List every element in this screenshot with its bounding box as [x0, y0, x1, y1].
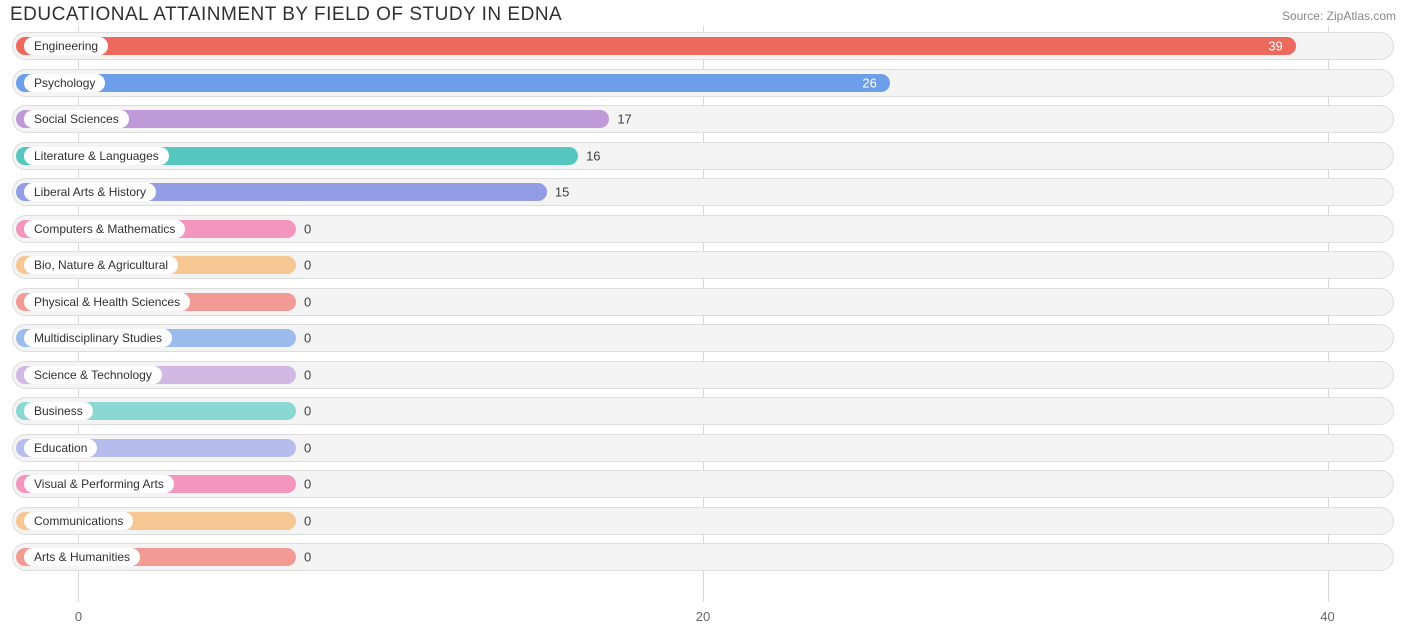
bar-category-label: Liberal Arts & History [24, 183, 156, 201]
bar-category-label: Multidisciplinary Studies [24, 329, 172, 347]
chart-title: EDUCATIONAL ATTAINMENT BY FIELD OF STUDY… [10, 4, 562, 26]
bar-value-label: 0 [304, 294, 311, 309]
bar-value-label: 0 [304, 513, 311, 528]
bar-value-label: 0 [304, 477, 311, 492]
bar-category-label: Business [24, 402, 93, 420]
bar-value-label: 15 [555, 185, 569, 200]
bar-category-label: Communications [24, 512, 133, 530]
bar [16, 74, 890, 92]
bar-category-label: Physical & Health Sciences [24, 293, 190, 311]
chart-area: 0 20 40 Engineering 39 Psychology 26 Social Sci… [0, 26, 1406, 628]
bar-value-label: 26 [862, 75, 876, 90]
bar-category-label: Computers & Mathematics [24, 220, 185, 238]
x-axis-tick-label: 0 [75, 609, 82, 624]
bar-category-label: Social Sciences [24, 110, 129, 128]
bar-value-label: 0 [304, 550, 311, 565]
bar-value-label: 16 [586, 148, 600, 163]
x-axis-tick-label: 20 [696, 609, 710, 624]
bar-value-label: 0 [304, 258, 311, 273]
bar-value-label: 17 [617, 112, 631, 127]
bar-category-label: Arts & Humanities [24, 548, 140, 566]
bar-category-label: Literature & Languages [24, 147, 169, 165]
bar-value-label: 0 [304, 367, 311, 382]
bar-category-label: Education [24, 439, 97, 457]
bar [16, 37, 1296, 55]
bar-value-label: 0 [304, 440, 311, 455]
x-axis-tick-label: 40 [1320, 609, 1334, 624]
bar-value-label: 0 [304, 221, 311, 236]
chart-source: Source: ZipAtlas.com [1282, 9, 1396, 23]
bar-category-label: Engineering [24, 37, 108, 55]
bar-category-label: Bio, Nature & Agricultural [24, 256, 178, 274]
bar-category-label: Science & Technology [24, 366, 162, 384]
bar-value-label: 39 [1268, 39, 1282, 54]
bar-value-label: 0 [304, 404, 311, 419]
bar-value-label: 0 [304, 331, 311, 346]
bar-category-label: Visual & Performing Arts [24, 475, 174, 493]
bar-category-label: Psychology [24, 74, 105, 92]
